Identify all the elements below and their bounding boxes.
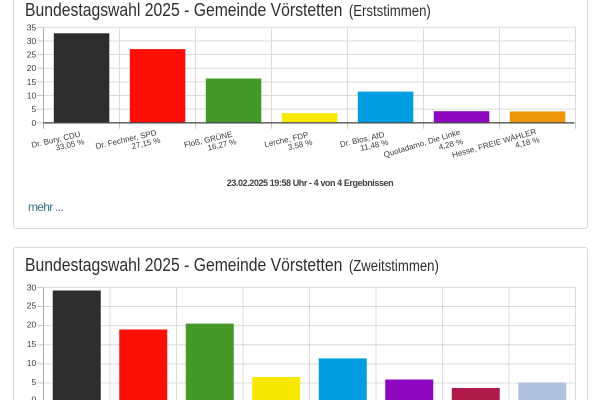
svg-text:5: 5 (31, 377, 36, 387)
svg-text:30: 30 (27, 282, 37, 292)
svg-text:10: 10 (27, 91, 37, 101)
svg-text:35: 35 (27, 22, 37, 32)
svg-text:10: 10 (27, 358, 37, 368)
svg-text:15: 15 (27, 339, 37, 349)
svg-text:20: 20 (27, 320, 37, 330)
svg-text:Floß, GRÜNE16,27 %: Floß, GRÜNE16,27 % (183, 129, 237, 157)
svg-text:5: 5 (31, 104, 36, 114)
svg-text:Dr. Blos, AfD11,48 %: Dr. Blos, AfD11,48 % (339, 130, 389, 157)
svg-text:15: 15 (27, 77, 37, 87)
svg-text:25: 25 (27, 50, 37, 60)
svg-text:0: 0 (31, 118, 36, 128)
svg-text:0: 0 (31, 395, 36, 400)
svg-text:20: 20 (27, 63, 37, 73)
svg-text:Lerche, FDP3,58 %: Lerche, FDP3,58 % (264, 130, 314, 157)
svg-text:25: 25 (27, 301, 37, 311)
svg-text:30: 30 (27, 36, 37, 46)
svg-text:Dr. Bury, CDU33,05 %: Dr. Bury, CDU33,05 % (30, 129, 85, 158)
svg-text:Dr. Fechner, SPD27,15 %: Dr. Fechner, SPD27,15 % (95, 128, 162, 159)
